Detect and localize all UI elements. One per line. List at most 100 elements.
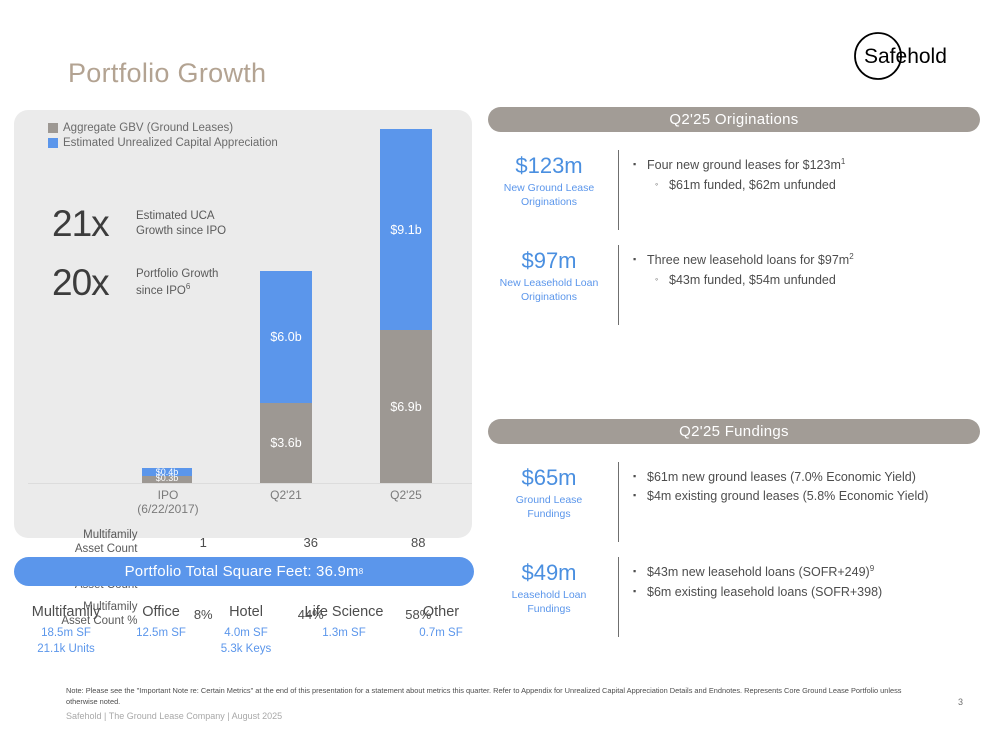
kpi-leasehold-loan-fundings: $49m Leasehold Loan Fundings ▪ $43m new leas… xyxy=(488,557,882,637)
sf-value-2: 5.3k Keys xyxy=(220,642,272,655)
portfolio-growth-card: Aggregate GBV (Ground Leases) Estimated … xyxy=(14,110,472,627)
sf-banner-label: Portfolio Total Square Feet: 36.9m xyxy=(124,563,359,580)
kpi-summary: $65m Ground Lease Fundings xyxy=(488,462,610,542)
kpi-bullets: ▪ Three new leasehold loans for $97m2 ◦ $43… xyxy=(633,245,854,325)
kpi-sublabel-line-1: New Leasehold Loan xyxy=(499,277,599,290)
kpi-sublabel-line-1: Leasehold Loan xyxy=(511,589,587,602)
logo-icon: Safehold xyxy=(854,32,947,80)
table-cell: 58% xyxy=(405,606,432,622)
bar-segment-uca: $6.0b xyxy=(260,270,312,404)
row-header-line-1: Multifamily xyxy=(83,528,138,541)
bullet-text: $4m existing ground leases (5.8% Economi… xyxy=(647,489,929,504)
bullet-text: Four new ground leases for $123m1 xyxy=(647,157,846,173)
bar-segment-uca: $0.4b xyxy=(142,467,192,477)
kpi-sublabel: New Leasehold Loan Originations xyxy=(488,277,610,304)
kpi-sublabel: Leasehold Loan Fundings xyxy=(488,589,610,616)
stat-portfolio-growth: 20x Portfolio Growth since IPO6 xyxy=(52,264,226,301)
bullet-text: $43m funded, $54m unfunded xyxy=(669,272,836,287)
property-type-column: Life Science 1.3m SF xyxy=(288,604,400,657)
bar-segment-uca: $9.1b xyxy=(380,129,432,331)
bar-group: $0.4b $0.3b xyxy=(142,467,192,484)
property-type-column: Multifamily 18.5m SF 21.1k Units xyxy=(14,604,118,657)
bullet-superscript: 1 xyxy=(840,157,846,166)
property-type-values: 12.5m SF xyxy=(118,626,204,642)
legend-swatch-blue-icon xyxy=(48,138,58,148)
kpi-sublabel-line-1: Ground Lease xyxy=(515,494,583,507)
property-type-values: 0.7m SF xyxy=(400,626,482,642)
sf-value-1: 4.0m SF xyxy=(224,627,268,639)
kpi-sublabel: Ground Lease Fundings xyxy=(488,494,610,521)
sf-banner-sup: 8 xyxy=(358,567,364,576)
bullet-item: ◦ $43m funded, $54m unfunded xyxy=(655,271,854,290)
bar-group: $6.0b $3.6b xyxy=(260,270,312,483)
bar-label: $0.3b xyxy=(155,473,179,484)
kpi-sublabel-line-2: Fundings xyxy=(527,507,571,520)
kpi-summary: $49m Leasehold Loan Fundings xyxy=(488,557,610,637)
property-type-name: Other xyxy=(422,604,460,620)
kpi-ground-lease-fundings: $65m Ground Lease Fundings ▪ $61m new ground… xyxy=(488,462,928,542)
kpi-number: $65m xyxy=(521,465,577,490)
kpi-new-ground-lease-originations: $123m New Ground Lease Originations ▪ Four n… xyxy=(488,150,845,230)
kpi-summary: $123m New Ground Lease Originations xyxy=(488,150,610,230)
sf-value-1: 18.5m SF xyxy=(41,627,91,639)
bar-label: $9.1b xyxy=(390,222,422,237)
bullet-text: $61m new ground leases (7.0% Economic Yi… xyxy=(647,470,916,484)
property-type-name: Multifamily xyxy=(31,604,101,620)
safehold-logo: Safehold xyxy=(848,30,968,82)
row-header: Multifamily Asset Count % xyxy=(28,600,149,629)
stat-number: 20x xyxy=(52,262,110,303)
table-cell: 88 xyxy=(411,534,426,550)
property-type-column: Office 12.5m SF xyxy=(118,604,204,657)
kpi-divider xyxy=(618,150,619,230)
property-type-column: Other 0.7m SF xyxy=(400,604,482,657)
bullet-item: ▪ $6m existing leasehold loans (SOFR+398) xyxy=(633,583,882,602)
page-number: 3 xyxy=(958,697,964,707)
bar-label: $3.6b xyxy=(270,436,302,451)
kpi-bullets: ▪ $61m new ground leases (7.0% Economic Y… xyxy=(633,462,928,542)
bullet-icon: ▪ xyxy=(633,254,637,264)
sub-bullet-icon: ◦ xyxy=(655,273,659,284)
kpi-sublabel-line-2: Originations xyxy=(520,195,578,208)
bullet-superscript: 2 xyxy=(849,252,854,261)
bullet-text: $6m existing leasehold loans (SOFR+398) xyxy=(647,584,883,599)
bullet-item: ▪ Three new leasehold loans for $97m2 xyxy=(633,251,854,271)
bar-segment-gbv: $0.3b xyxy=(142,473,192,484)
kpi-number: $97m xyxy=(521,248,577,273)
page-title: Portfolio Growth xyxy=(68,58,267,88)
kpi-sublabel-line-2: Originations xyxy=(520,290,578,303)
bullet-icon: ▪ xyxy=(633,566,637,576)
fundings-panel-header: Q2'25 Fundings xyxy=(488,419,980,444)
table-cell: 8% xyxy=(193,606,213,622)
row-header-line-2: Asset Count % xyxy=(61,615,138,627)
kpi-number: $49m xyxy=(521,560,577,585)
table-row: Multifamily Asset Count % 8% 44% 58% xyxy=(28,596,472,632)
stat-number: 21x xyxy=(52,203,110,244)
kpi-sublabel-line-1: New Ground Lease xyxy=(503,182,595,195)
kpi-divider xyxy=(618,557,619,637)
kpi-divider xyxy=(618,245,619,325)
bar-label: $6.0b xyxy=(270,330,302,344)
sf-value-2: 21.1k Units xyxy=(37,642,95,655)
kpi-divider xyxy=(618,462,619,542)
chart-axis-line xyxy=(28,483,472,484)
total-square-feet-banner: Portfolio Total Square Feet: 36.9m 8 xyxy=(14,557,474,586)
chart-legend: Aggregate GBV (Ground Leases) Estimated … xyxy=(48,122,278,152)
axis-tick-ipo: IPO (6/22/2017) xyxy=(137,488,199,517)
legend-item-uca: Estimated Unrealized Capital Appreciatio… xyxy=(48,137,278,149)
bullet-item: ▪ $61m new ground leases (7.0% Economic Y… xyxy=(633,468,928,487)
bullet-item: ◦ $61m funded, $62m unfunded xyxy=(655,176,845,195)
kpi-summary: $97m New Leasehold Loan Originations xyxy=(488,245,610,325)
row-header-line-1: Multifamily xyxy=(83,600,138,613)
axis-tick-q225: Q2'25 xyxy=(390,488,422,502)
stat-description: Portfolio Growth since IPO6 xyxy=(136,267,218,298)
legend-label-uca: Estimated Unrealized Capital Appreciatio… xyxy=(63,137,278,149)
svg-text:Safehold: Safehold xyxy=(864,45,947,68)
table-cell: 36 xyxy=(303,534,318,550)
bullet-text: $43m new leasehold loans (SOFR+249)9 xyxy=(647,564,875,580)
portfolio-growth-chart: $0.4b $0.3b $6.0b $3.6b $9.1b $6.9b xyxy=(132,118,466,483)
bullet-text: $61m funded, $62m unfunded xyxy=(669,177,836,192)
bullet-icon: ▪ xyxy=(633,490,637,501)
property-type-name: Office xyxy=(142,604,180,620)
chart-axis-labels: IPO (6/22/2017) Q2'21 Q2'25 xyxy=(132,488,466,522)
